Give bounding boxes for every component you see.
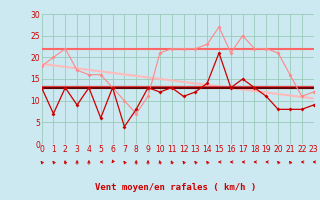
Text: Vent moyen/en rafales ( km/h ): Vent moyen/en rafales ( km/h )	[95, 183, 257, 192]
